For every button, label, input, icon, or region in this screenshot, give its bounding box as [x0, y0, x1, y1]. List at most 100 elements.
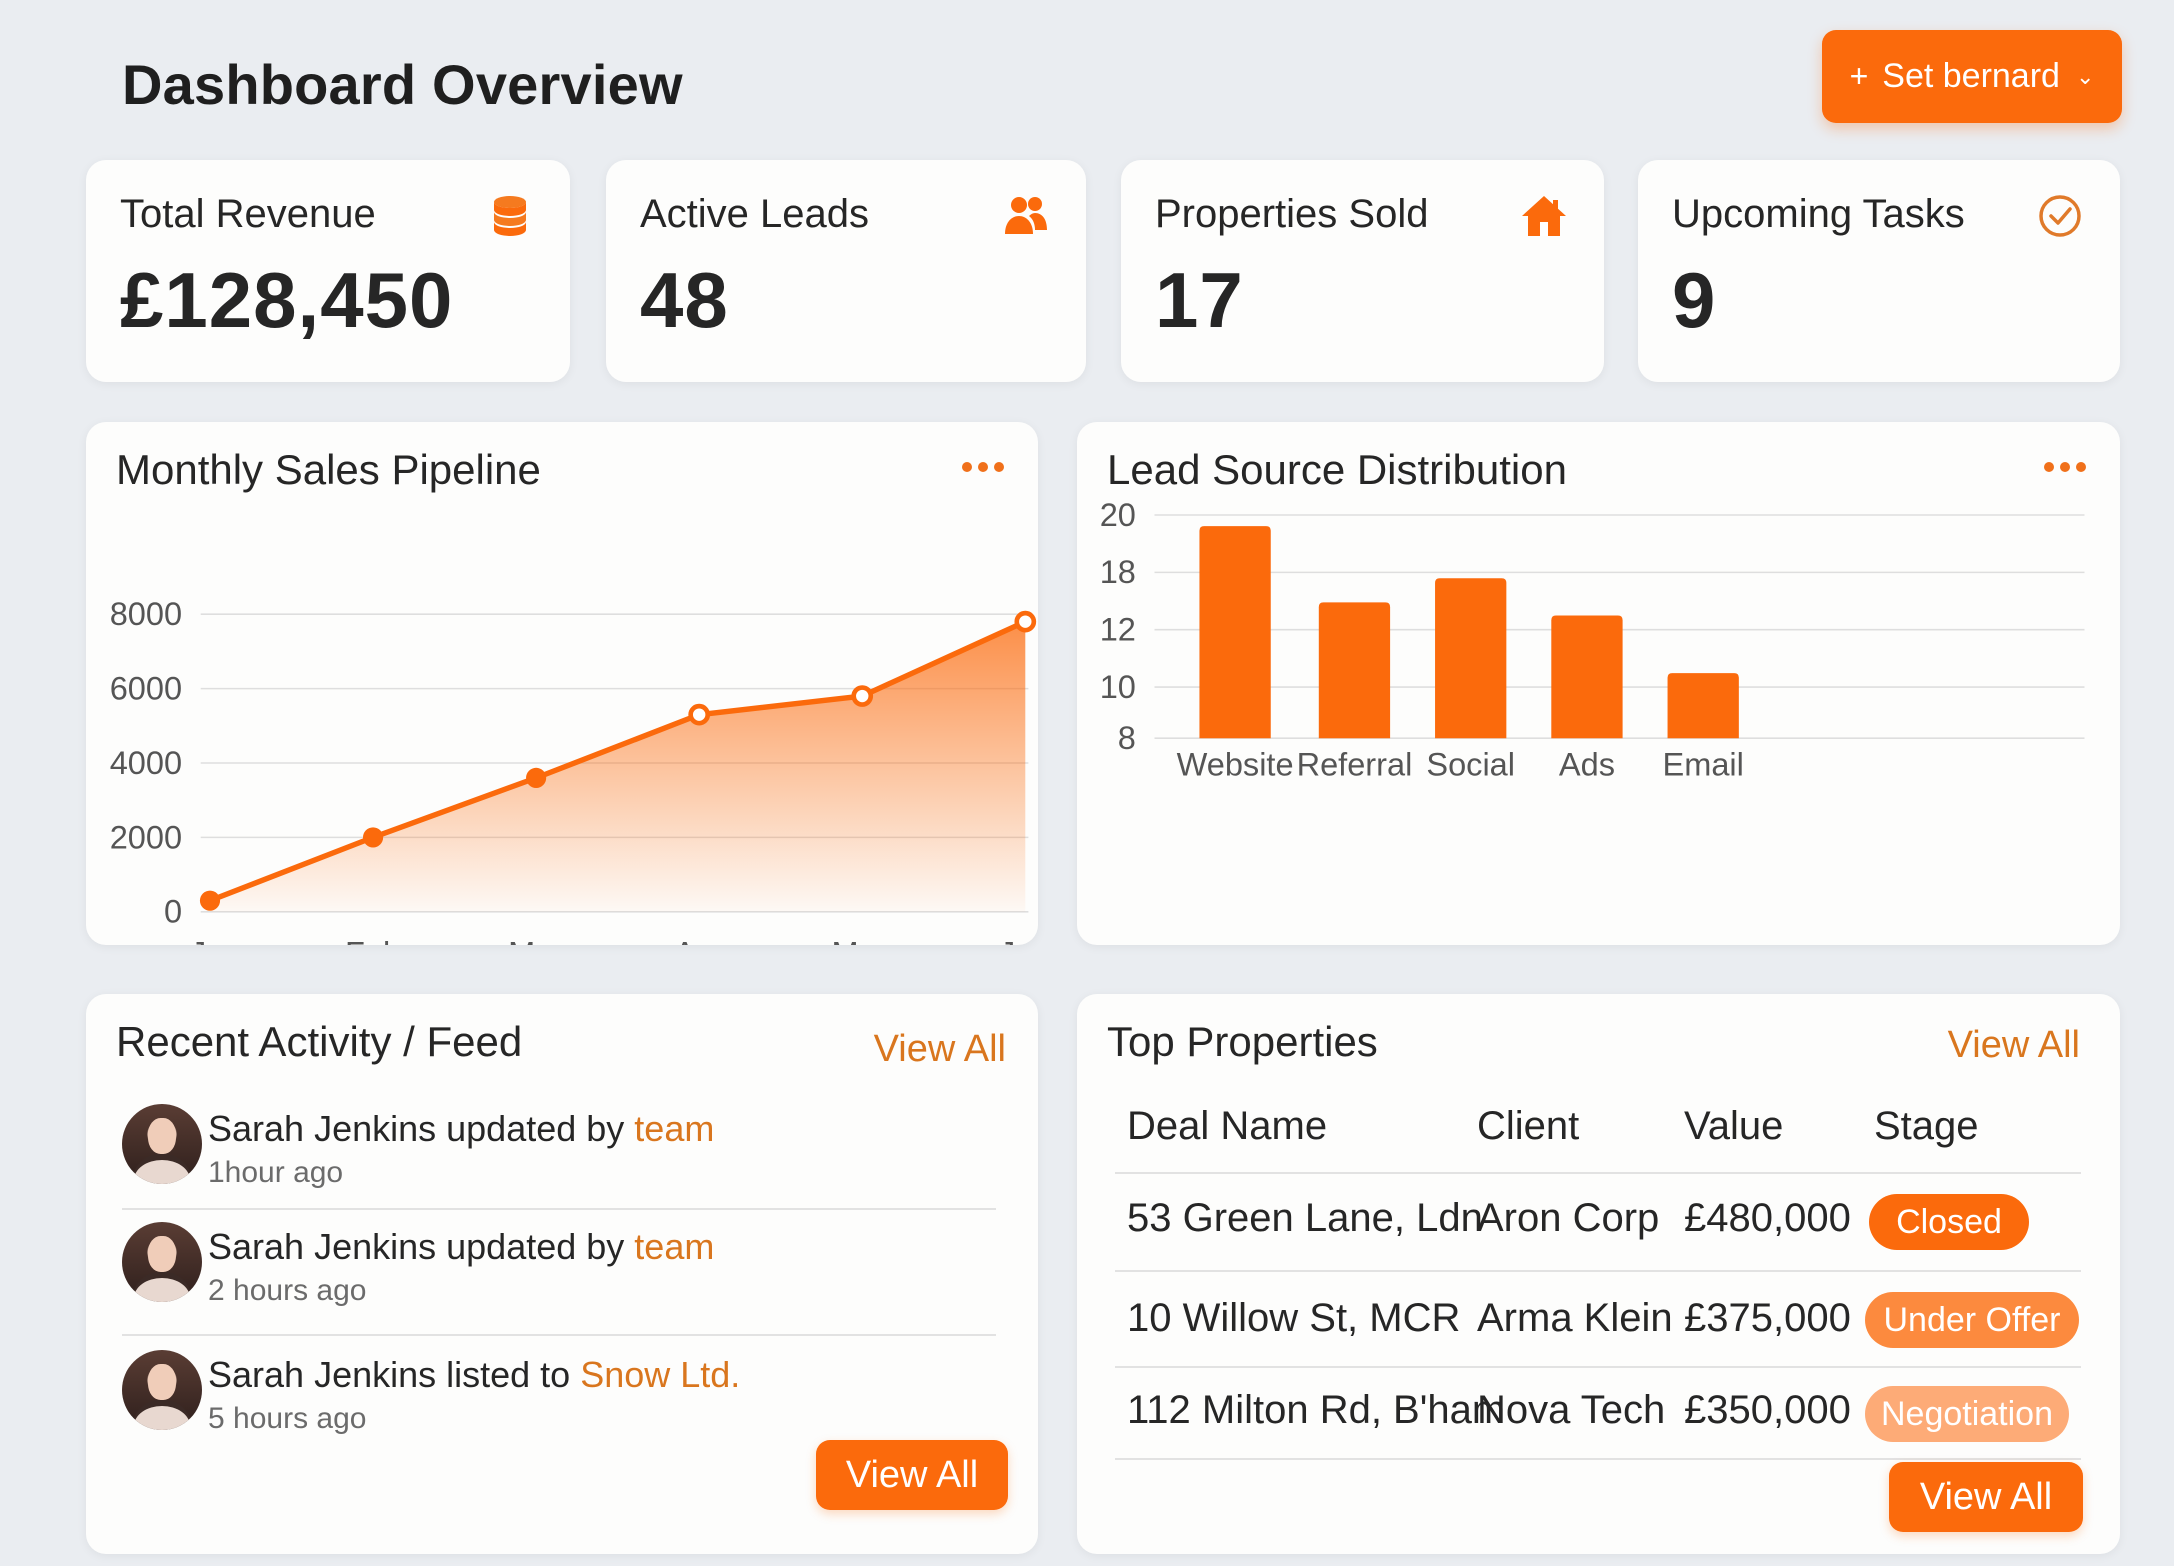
stat-value: £128,450 [120, 256, 454, 344]
data-point [1014, 610, 1037, 633]
data-point [851, 685, 874, 707]
y-tick-label: 8 [1118, 720, 1136, 756]
deal-value: £375,000 [1684, 1296, 1851, 1340]
client-name: Nova Tech [1477, 1388, 1666, 1432]
data-point [688, 703, 711, 726]
x-tick-label: May [831, 936, 893, 946]
x-tick-label: Referral [1297, 746, 1413, 782]
feed-item[interactable]: Sarah Jenkins updated by team 2 hours ag… [122, 1222, 1012, 1340]
divider [1115, 1458, 2081, 1460]
sales-pipeline-chart: 8000 6000 4000 2000 0 Jan Feb Mar Apr May Jun [110, 596, 1038, 946]
data-point [526, 767, 547, 788]
divider [1115, 1172, 2081, 1174]
x-tick-label: Feb [345, 936, 401, 946]
set-user-button[interactable]: + Set bernard ⌄ [1822, 30, 2122, 123]
status-badge: Closed [1869, 1194, 2029, 1250]
chevron-down-icon: ⌄ [2075, 63, 2095, 89]
stat-value: 48 [640, 256, 729, 344]
chart-title: Monthly Sales Pipeline [116, 446, 541, 493]
stat-card-upcoming-tasks: Upcoming Tasks 9 [1638, 160, 2120, 382]
more-dots-icon[interactable] [2044, 462, 2086, 472]
deal-name: 10 Willow St, MCR [1127, 1296, 1461, 1340]
y-tick-label: 8000 [110, 596, 182, 632]
y-tick-label: 0 [164, 894, 182, 930]
chart-title: Lead Source Distribution [1107, 446, 1567, 493]
feed-text: Sarah Jenkins updated by team [208, 1108, 715, 1149]
client-name: Arma Klein [1477, 1296, 1673, 1340]
avatar [122, 1350, 202, 1430]
more-dots-icon[interactable] [962, 462, 1004, 472]
avatar [122, 1104, 202, 1184]
sales-pipeline-card: Monthly Sales Pipeline 8000 6000 4000 2000 0… [86, 422, 1038, 945]
activity-title: Recent Activity / Feed [116, 1018, 523, 1065]
deal-value: £480,000 [1684, 1196, 1851, 1240]
properties-title: Top Properties [1107, 1018, 1378, 1065]
activity-view-all-button[interactable]: View All [816, 1440, 1008, 1510]
bar [1318, 602, 1391, 739]
status-badge: Under Offer [1865, 1292, 2079, 1348]
bar [1667, 673, 1739, 739]
feed-time: 1hour ago [208, 1156, 344, 1189]
activity-view-all-link[interactable]: View All [873, 1028, 1006, 1070]
stat-label: Upcoming Tasks [1672, 192, 1965, 236]
avatar [122, 1222, 202, 1302]
stat-card-properties-sold: Properties Sold 17 [1121, 160, 1604, 382]
divider [122, 1334, 996, 1336]
bar [1551, 615, 1623, 739]
house-icon [1522, 196, 1566, 236]
stat-label: Active Leads [640, 192, 870, 236]
x-tick-label: Jun [999, 936, 1038, 946]
feed-highlight: team [634, 1108, 715, 1149]
data-point [362, 827, 384, 848]
feed-time: 2 hours ago [208, 1274, 367, 1307]
feed-item[interactable]: Sarah Jenkins updated by team 1hour ago [122, 1104, 1012, 1222]
deal-name: 53 Green Lane, Ldn [1127, 1196, 1483, 1240]
feed-highlight: Snow Ltd. [580, 1354, 741, 1395]
column-header-stage: Stage [1874, 1104, 1979, 1148]
y-tick-label: 20 [1100, 497, 1136, 533]
series-line [209, 619, 1027, 904]
y-tick-label: 18 [1100, 554, 1136, 590]
y-tick-label: 4000 [110, 745, 182, 781]
properties-view-all-button[interactable]: View All [1889, 1462, 2083, 1532]
x-tick-label: Email [1663, 746, 1744, 782]
data-point [199, 890, 221, 911]
bar [1435, 578, 1507, 739]
client-name: Aron Corp [1477, 1196, 1660, 1240]
column-header-client: Client [1477, 1104, 1580, 1148]
x-tick-label: Ads [1559, 746, 1615, 782]
stat-card-total-revenue: Total Revenue £128,450 [86, 160, 570, 382]
feed-item[interactable]: Sarah Jenkins listed to Snow Ltd. 5 hour… [122, 1350, 1012, 1468]
y-tick-label: 12 [1100, 612, 1136, 648]
deal-name: 112 Milton Rd, B'ham [1127, 1388, 1506, 1432]
page-title: Dashboard Overview [122, 53, 683, 116]
y-tick-label: 10 [1100, 669, 1136, 705]
top-properties-card: Top Properties View All Deal Name Client… [1077, 994, 2120, 1554]
recent-activity-card: Recent Activity / Feed View All Sarah Je… [86, 994, 1038, 1554]
bar [1199, 526, 1271, 739]
feed-time: 5 hours ago [208, 1402, 367, 1435]
area-fill [210, 621, 1026, 912]
divider [1115, 1270, 2081, 1272]
column-header-deal: Deal Name [1127, 1104, 1328, 1148]
stat-value: 9 [1672, 256, 1717, 344]
stat-label: Properties Sold [1155, 192, 1429, 236]
x-tick-label: Social [1426, 746, 1515, 782]
feed-text: Sarah Jenkins listed to Snow Ltd. [208, 1354, 741, 1395]
users-icon [1005, 197, 1047, 234]
check-circle-icon [2039, 195, 2081, 237]
lead-source-chart: 20 18 12 10 8 Website Referral Social Ads Email [1100, 497, 2085, 782]
lead-source-card: Lead Source Distribution 20 18 12 10 8 Websit… [1077, 422, 2120, 945]
coins-stack-icon [494, 196, 526, 236]
status-badge: Negotiation [1865, 1386, 2069, 1442]
stat-label: Total Revenue [120, 192, 376, 236]
x-tick-label: Website [1177, 746, 1294, 782]
y-tick-label: 6000 [110, 670, 182, 706]
column-header-value: Value [1684, 1104, 1784, 1148]
divider [122, 1208, 996, 1210]
x-tick-label: Jan [190, 936, 242, 946]
divider [1115, 1366, 2081, 1368]
properties-view-all-link[interactable]: View All [1947, 1024, 2080, 1066]
set-user-button-label: Set bernard [1882, 57, 2060, 95]
feed-text: Sarah Jenkins updated by team [208, 1226, 715, 1267]
